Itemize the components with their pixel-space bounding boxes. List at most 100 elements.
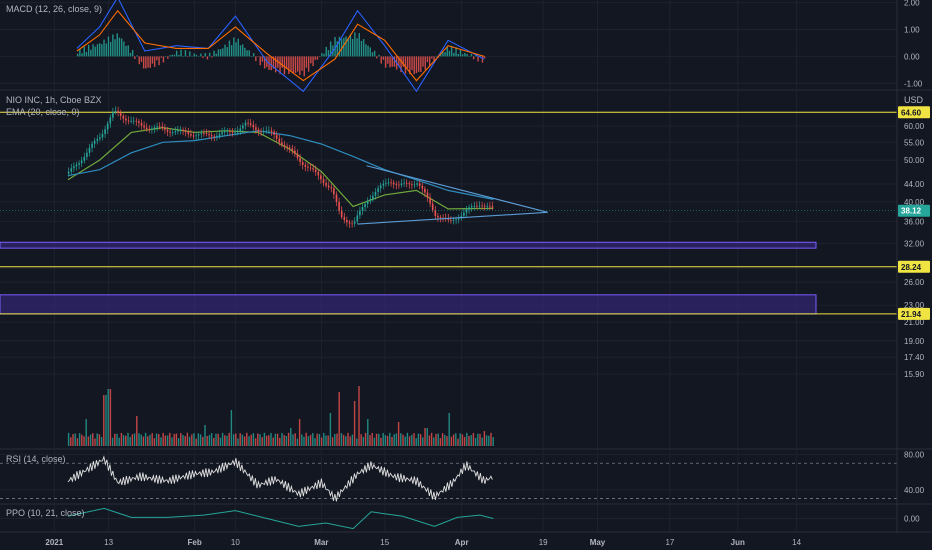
candle-body	[385, 182, 387, 184]
volume-bar	[250, 434, 252, 446]
macd-histogram-bar	[140, 56, 143, 62]
macd-histogram-bar	[219, 49, 222, 57]
candle-body	[416, 183, 418, 185]
macd-histogram-bar	[481, 56, 484, 63]
volume-bar	[140, 434, 142, 446]
volume-bar	[411, 434, 413, 446]
candle-body	[112, 112, 114, 118]
volume-bar	[364, 432, 367, 446]
volume-bar	[151, 433, 153, 446]
macd-histogram-bar	[178, 54, 180, 57]
candle-body	[283, 144, 286, 147]
macd-histogram-bar	[142, 56, 145, 69]
candle-body	[236, 130, 239, 133]
macd-histogram-bar	[325, 46, 327, 57]
volume-bar	[109, 389, 112, 446]
macd-histogram-bar	[263, 56, 266, 69]
candle-body	[356, 215, 359, 222]
macd-histogram-bar	[475, 54, 477, 57]
volume-bar	[248, 436, 250, 446]
macd-histogram-bar	[455, 47, 457, 57]
volume-bar	[85, 419, 87, 446]
symbol-label: NIO INC, 1h, Cboe BZX	[6, 95, 102, 105]
macd-histogram-bar	[257, 56, 259, 57]
macd-histogram-bar	[371, 52, 374, 57]
macd-histogram-bar	[116, 33, 118, 57]
macd-histogram-bar	[439, 53, 442, 57]
volume-bar	[437, 433, 439, 446]
volume-bar	[158, 434, 160, 446]
macd-histogram-bar	[274, 56, 277, 73]
volume-bar	[261, 437, 263, 446]
macd-histogram-bar	[233, 37, 235, 57]
volume-bar	[72, 434, 74, 446]
volume-bar	[237, 438, 239, 446]
volume-bar	[433, 437, 435, 446]
volume-bar	[210, 433, 213, 446]
macd-histogram-bar	[169, 55, 171, 57]
macd-line	[76, 0, 485, 93]
macd-histogram-bar	[283, 56, 286, 75]
macd-histogram-bar	[81, 53, 83, 57]
candle-body	[73, 166, 75, 169]
candle-body	[262, 131, 265, 133]
candle-body	[489, 205, 491, 207]
volume-bar	[463, 436, 466, 446]
macd-histogram-bar	[186, 56, 189, 57]
volume-bar	[70, 437, 72, 446]
candle-body	[387, 182, 390, 184]
macd-histogram-bar	[279, 56, 281, 74]
volume-bar	[125, 435, 127, 446]
volume-bar	[199, 434, 202, 446]
macd-histogram-bar	[453, 52, 455, 57]
volume-bar	[100, 437, 103, 446]
candle-body	[486, 205, 489, 207]
candle-body	[286, 146, 288, 148]
candle-body	[408, 183, 411, 185]
macd-histogram-bar	[292, 56, 294, 73]
volume-bar	[217, 433, 219, 446]
volume-bar	[118, 437, 120, 446]
price-tag	[898, 307, 930, 320]
candle-body	[119, 113, 122, 116]
macd-histogram-bar	[237, 38, 239, 57]
volume-bar	[320, 437, 323, 446]
volume-bar	[347, 432, 349, 446]
candle-body	[67, 171, 70, 174]
candle-body	[203, 133, 205, 135]
macd-histogram-bar	[215, 53, 217, 57]
macd-histogram-bar	[334, 36, 336, 57]
volume-bar	[133, 433, 136, 446]
macd-histogram-bar	[391, 56, 393, 67]
candle-body	[291, 148, 294, 151]
volume-bar	[98, 434, 101, 446]
macd-histogram-bar	[461, 54, 464, 57]
candle-body	[418, 183, 421, 186]
macd-histogram-bar	[321, 53, 323, 57]
x-tick-label: May	[590, 538, 606, 547]
candle-body	[439, 217, 442, 219]
candle-body	[434, 210, 437, 216]
macd-histogram-bar	[193, 53, 195, 57]
x-tick-label: Mar	[314, 538, 328, 547]
macd-histogram-bar	[477, 56, 479, 62]
price-tag	[898, 260, 930, 273]
candle-body	[244, 122, 247, 126]
macd-histogram-bar	[411, 56, 413, 71]
y-tick-label: 21.00	[904, 318, 925, 327]
candle-body	[231, 131, 234, 133]
macd-histogram-bar	[415, 56, 418, 74]
candle-body	[476, 205, 478, 207]
volume-bar	[342, 434, 345, 446]
candle-body	[182, 129, 184, 131]
candle-body	[192, 135, 195, 137]
volume-bar	[318, 433, 321, 446]
volume-bar	[283, 435, 285, 446]
volume-bar	[336, 433, 338, 446]
volume-bar	[197, 433, 200, 446]
volume-bar	[136, 416, 138, 446]
candle-body	[166, 129, 169, 132]
candle-body	[491, 206, 494, 208]
macd-histogram-bar	[125, 45, 127, 57]
